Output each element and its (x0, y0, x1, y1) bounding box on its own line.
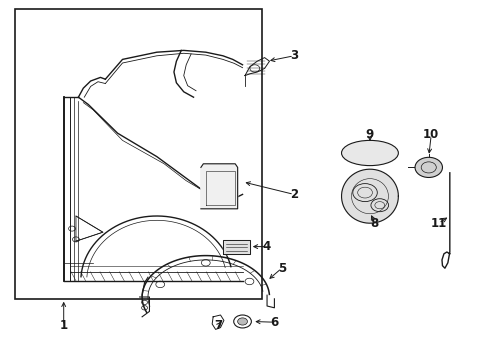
Circle shape (372, 149, 378, 153)
Text: 8: 8 (371, 217, 379, 230)
Text: 1: 1 (60, 319, 68, 332)
Text: 11: 11 (430, 217, 447, 230)
Circle shape (415, 157, 442, 177)
Ellipse shape (342, 140, 398, 166)
Bar (15, 9, 262, 299)
Text: 4: 4 (263, 240, 271, 253)
Circle shape (357, 149, 363, 153)
Text: 7: 7 (214, 319, 222, 332)
Polygon shape (342, 169, 398, 223)
Text: 3: 3 (290, 49, 298, 62)
Text: 5: 5 (278, 262, 286, 275)
Text: 10: 10 (423, 129, 440, 141)
Text: 9: 9 (366, 129, 374, 141)
Polygon shape (223, 240, 250, 254)
Text: 2: 2 (290, 188, 298, 201)
Circle shape (238, 318, 247, 325)
Text: 6: 6 (270, 316, 278, 329)
Polygon shape (201, 164, 238, 209)
